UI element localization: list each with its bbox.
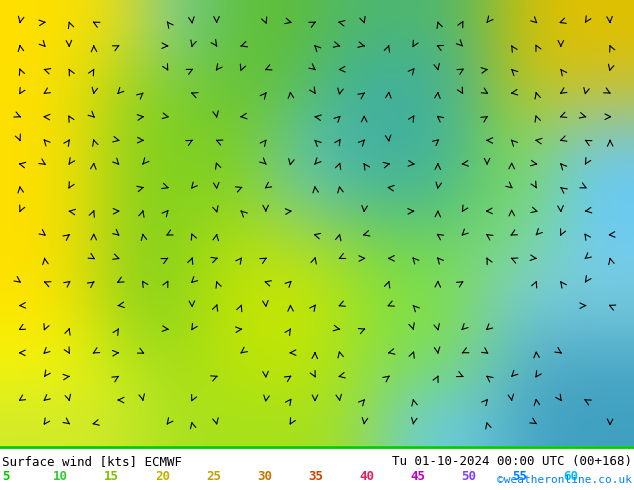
Text: 55: 55 xyxy=(512,470,527,484)
Text: 30: 30 xyxy=(257,470,272,484)
Text: ©weatheronline.co.uk: ©weatheronline.co.uk xyxy=(497,475,632,485)
Text: 60: 60 xyxy=(563,470,578,484)
Text: 20: 20 xyxy=(155,470,170,484)
Text: 25: 25 xyxy=(206,470,221,484)
Text: 5: 5 xyxy=(2,470,10,484)
Text: 45: 45 xyxy=(410,470,425,484)
Text: 35: 35 xyxy=(308,470,323,484)
Text: 50: 50 xyxy=(461,470,476,484)
Text: 10: 10 xyxy=(53,470,68,484)
Text: 40: 40 xyxy=(359,470,374,484)
Text: Surface wind [kts] ECMWF: Surface wind [kts] ECMWF xyxy=(2,455,182,468)
Text: Tu 01-10-2024 00:00 UTC (00+168): Tu 01-10-2024 00:00 UTC (00+168) xyxy=(392,455,632,468)
Text: 15: 15 xyxy=(104,470,119,484)
